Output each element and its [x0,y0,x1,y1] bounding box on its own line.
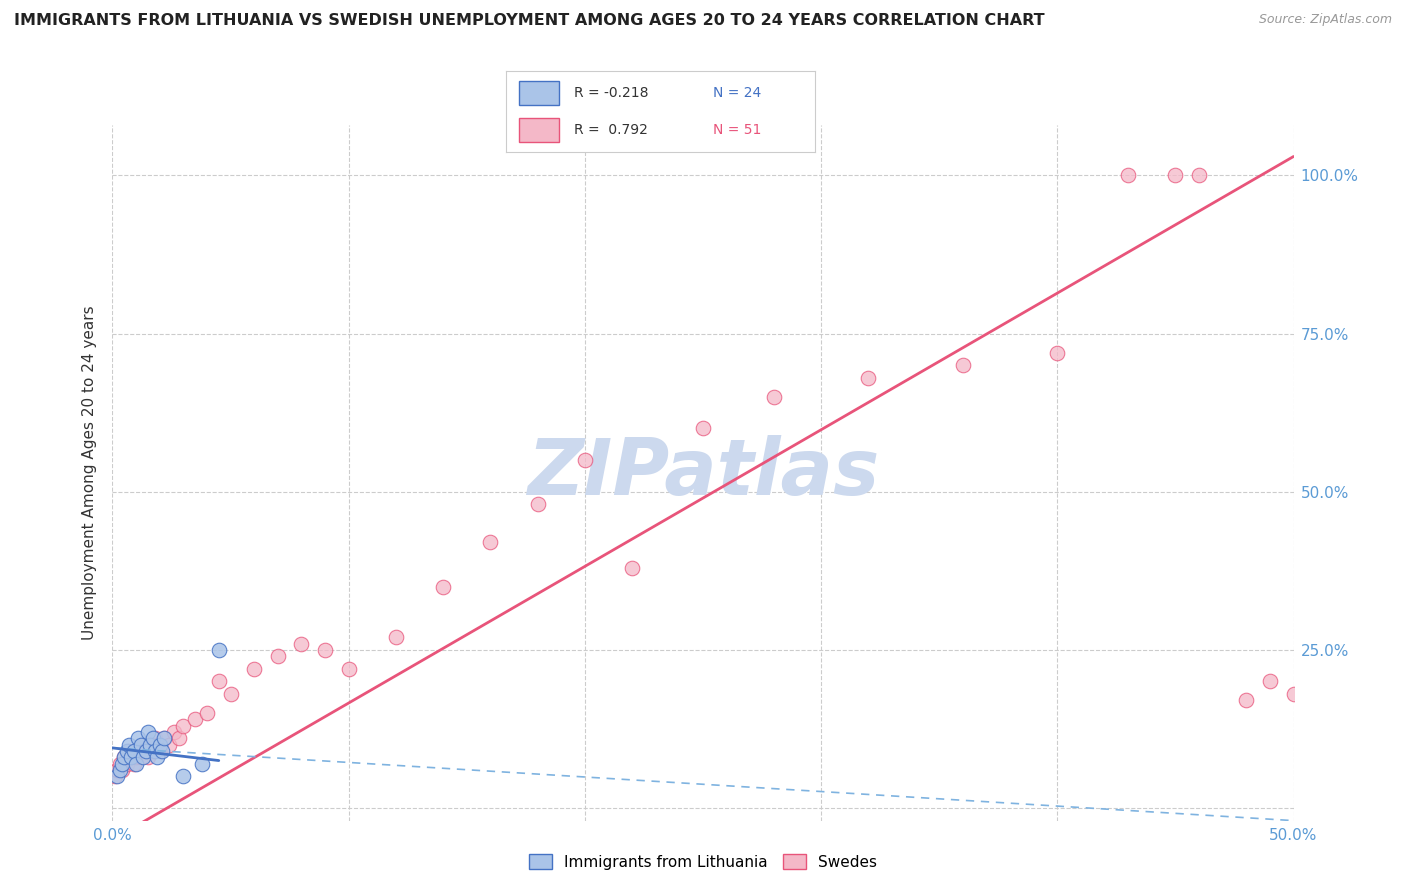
Point [112,750,135,764]
Text: N = 24: N = 24 [713,86,762,100]
Point [172,769,194,783]
Point [139,738,162,752]
Point [136,725,159,739]
Text: N = 51: N = 51 [713,123,762,137]
Point [267,649,290,664]
Point [208,643,231,657]
Bar [519,81,558,105]
Point [122,744,145,758]
Legend: Immigrants from Lithuania, Swedes: Immigrants from Lithuania, Swedes [523,847,883,876]
Text: Source: ZipAtlas.com: Source: ZipAtlas.com [1258,13,1392,27]
Point [163,725,186,739]
Point [1258,674,1281,689]
Point [337,662,360,676]
Point [1188,169,1211,183]
Point [1116,169,1139,183]
Point [314,643,336,657]
Text: ZIPatlas: ZIPatlas [527,434,879,511]
Point [132,750,155,764]
Point [149,738,172,752]
Point [127,731,149,746]
Point [208,674,231,689]
Point [132,738,155,752]
Bar [519,118,558,142]
Point [479,535,502,549]
Point [120,750,142,764]
Text: R =  0.792: R = 0.792 [574,123,648,137]
Point [122,756,145,771]
Point [142,731,165,746]
Point [135,744,157,758]
Point [139,738,162,752]
Point [1164,169,1187,183]
Point [1046,345,1069,359]
Point [149,744,172,758]
Point [115,756,138,771]
Point [125,756,148,771]
Point [167,731,190,746]
Point [108,763,131,777]
Point [858,371,880,385]
Point [172,719,194,733]
Point [125,750,148,764]
Text: R = -0.218: R = -0.218 [574,86,648,100]
Point [692,421,714,435]
Point [762,390,785,404]
Point [143,731,166,746]
Point [432,580,454,594]
Point [1234,693,1257,707]
Point [146,738,169,752]
Point [195,706,218,720]
Point [621,560,644,574]
Point [112,750,135,764]
Point [105,769,128,783]
Point [243,662,266,676]
Point [219,687,242,701]
Point [136,750,159,764]
Text: IMMIGRANTS FROM LITHUANIA VS SWEDISH UNEMPLOYMENT AMONG AGES 20 TO 24 YEARS CORR: IMMIGRANTS FROM LITHUANIA VS SWEDISH UNE… [14,13,1045,29]
Point [385,630,408,644]
Point [129,750,152,764]
Point [952,358,974,372]
Point [135,744,157,758]
Point [118,738,141,752]
Point [150,744,173,758]
Point [104,769,127,783]
Point [146,750,169,764]
Point [184,713,207,727]
Point [142,744,165,758]
Point [153,731,176,746]
Point [105,763,128,777]
Point [153,731,176,746]
Point [120,750,142,764]
Point [127,744,149,758]
Point [115,744,138,758]
Point [129,738,152,752]
Point [574,453,596,467]
Point [290,636,312,650]
Point [108,756,131,771]
Point [118,744,141,758]
Y-axis label: Unemployment Among Ages 20 to 24 years: Unemployment Among Ages 20 to 24 years [82,305,97,640]
Point [526,497,548,511]
Point [111,763,134,777]
Point [143,744,166,758]
Point [1282,687,1305,701]
Point [191,756,214,771]
Point [157,738,180,752]
Point [111,756,134,771]
